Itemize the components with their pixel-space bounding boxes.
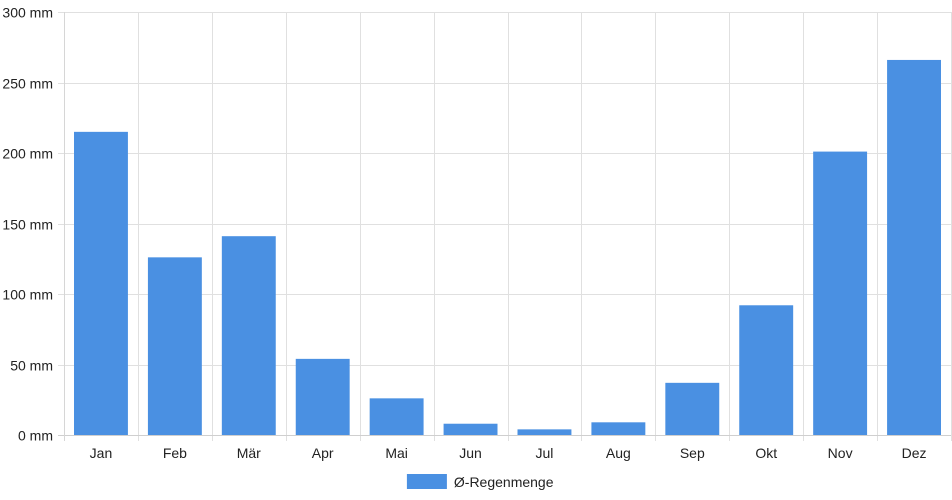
bar-nov[interactable] — [813, 151, 868, 435]
bar-aug[interactable] — [591, 422, 646, 435]
bar-jul[interactable] — [517, 429, 572, 435]
bar-jan[interactable] — [74, 131, 128, 435]
x-tick-label: Aug — [606, 445, 631, 461]
bar-mai[interactable] — [369, 398, 424, 435]
legend-label[interactable]: Ø-Regenmenge — [454, 474, 554, 490]
x-tick-label: Nov — [828, 445, 853, 461]
x-tick-label: Apr — [312, 445, 334, 461]
x-tick-label: Jan — [90, 445, 113, 461]
x-tick-label: Dez — [902, 445, 927, 461]
y-tick-label: 200 mm — [2, 146, 53, 162]
bar-feb[interactable] — [147, 257, 202, 435]
legend[interactable]: Ø-Regenmenge — [406, 474, 554, 490]
x-tick-label: Feb — [163, 445, 187, 461]
bar-apr[interactable] — [295, 358, 350, 435]
axis-layer: 0 mm 50 mm 100 mm 150 mm 200 mm 250 mm 300 mm J… — [2, 5, 951, 461]
y-tick-label: 300 mm — [2, 5, 53, 21]
bar-dez[interactable] — [887, 59, 941, 435]
y-tick-label: 50 mm — [10, 358, 53, 374]
x-tick-label: Jun — [459, 445, 482, 461]
y-tick-label: 150 mm — [2, 217, 53, 233]
bars-layer — [74, 59, 941, 435]
y-tick-label: 250 mm — [2, 76, 53, 92]
x-tick-label: Jul — [536, 445, 554, 461]
x-tick-label: Okt — [755, 445, 777, 461]
bar-mär[interactable] — [221, 236, 276, 435]
bar-okt[interactable] — [739, 305, 794, 435]
legend-swatch[interactable] — [406, 474, 447, 489]
y-tick-label: 100 mm — [2, 287, 53, 303]
x-tick-label: Sep — [680, 445, 705, 461]
bar-jun[interactable] — [443, 423, 498, 435]
grid-layer — [58, 12, 952, 441]
x-tick-label: Mai — [385, 445, 408, 461]
y-tick-label: 0 mm — [18, 428, 53, 444]
x-tick-label: Mär — [237, 445, 261, 461]
bar-sep[interactable] — [665, 382, 720, 435]
